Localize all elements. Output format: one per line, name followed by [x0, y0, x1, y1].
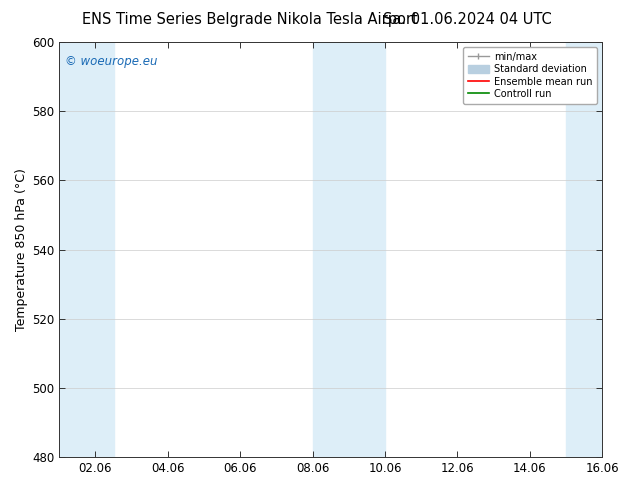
Text: Sa. 01.06.2024 04 UTC: Sa. 01.06.2024 04 UTC	[383, 12, 552, 27]
Text: ENS Time Series Belgrade Nikola Tesla Airport: ENS Time Series Belgrade Nikola Tesla Ai…	[82, 12, 418, 27]
Bar	[59, 42, 113, 457]
Y-axis label: Temperature 850 hPa (°C): Temperature 850 hPa (°C)	[15, 168, 28, 331]
Legend: min/max, Standard deviation, Ensemble mean run, Controll run: min/max, Standard deviation, Ensemble me…	[463, 47, 597, 104]
Bar	[566, 42, 620, 457]
Bar	[313, 42, 385, 457]
Text: © woeurope.eu: © woeurope.eu	[65, 54, 157, 68]
